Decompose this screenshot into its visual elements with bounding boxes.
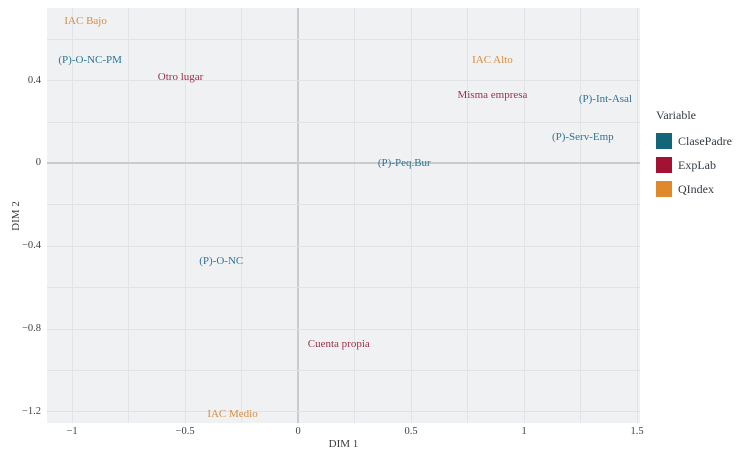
y-tick-label: −0.4 [21, 240, 41, 252]
point-label-iac-bajo: IAC Bajo [64, 14, 107, 27]
vertical-gridline [523, 8, 525, 423]
y-axis-title-wrap: DIM 2 [3, 8, 29, 423]
point-label-p-serv-emp: (P)-Serv-Emp [551, 130, 614, 143]
x-tick-label: 1.5 [630, 426, 644, 437]
vertical-gridline [467, 8, 469, 423]
x-tick-label: −0.5 [175, 426, 195, 437]
point-label-otro-lugar: Otro lugar [157, 70, 204, 83]
legend-item-explab: ExpLab [656, 157, 732, 173]
horizontal-gridline [47, 287, 640, 289]
y-tick-label: −0.8 [21, 323, 41, 335]
vertical-gridline [71, 8, 73, 423]
point-label-p-int-asal: (P)-Int-Asal [578, 93, 632, 106]
vertical-gridline [354, 8, 356, 423]
horizontal-gridline [47, 80, 640, 82]
horizontal-gridline [47, 38, 640, 40]
legend-item-clasepadre: ClasePadre [656, 133, 732, 149]
x-axis-title: DIM 1 [328, 438, 359, 450]
vertical-gridline [636, 8, 638, 423]
legend-label-qindex: QIndex [678, 182, 714, 196]
plot-panel [47, 8, 640, 423]
legend-item-qindex: QIndex [656, 181, 732, 197]
legend: Variable ClasePadre ExpLab QIndex [656, 108, 732, 205]
point-label-misma-empresa: Misma empresa [457, 89, 528, 102]
legend-label-clasepadre: ClasePadre [678, 134, 732, 148]
horizontal-gridline [47, 411, 640, 413]
y-tick-label: −1.2 [21, 405, 41, 417]
point-label-p-o-nc-pm: (P)-O-NC-PM [58, 53, 122, 66]
point-label-p-o-nc: (P)-O-NC [199, 254, 244, 267]
point-label-p-peq-bur: (P)-Peq.Bur [377, 157, 431, 170]
y-tick-label: 0.4 [27, 74, 41, 86]
horizontal-gridline [47, 204, 640, 206]
x-tick-label: 1 [521, 426, 527, 437]
horizontal-gridline [47, 245, 640, 247]
legend-swatch-qindex [656, 181, 672, 197]
point-label-iac-medio: IAC Medio [207, 407, 258, 420]
vertical-gridline [580, 8, 582, 423]
vertical-gridline [410, 8, 412, 423]
vertical-gridline [184, 8, 186, 423]
vertical-gridline [241, 8, 243, 423]
horizontal-gridline [47, 369, 640, 371]
legend-title: Variable [656, 108, 696, 122]
y-axis-title: DIM 2 [10, 200, 23, 231]
horizontal-gridline [47, 328, 640, 330]
horizontal-gridline [47, 121, 640, 123]
x-zero-line [297, 8, 300, 423]
point-label-cuenta-propia: Cuenta propia [307, 337, 370, 350]
vertical-gridline [128, 8, 130, 423]
x-tick-label: 0.5 [404, 426, 418, 437]
y-tick-label: 0 [35, 157, 41, 169]
legend-label-explab: ExpLab [678, 158, 716, 172]
legend-swatch-explab [656, 157, 672, 173]
x-tick-label: −1 [66, 426, 78, 437]
point-label-iac-alto: IAC Alto [472, 53, 513, 66]
x-tick-label: 0 [295, 426, 301, 437]
legend-swatch-clasepadre [656, 133, 672, 149]
y-zero-line [47, 162, 640, 165]
